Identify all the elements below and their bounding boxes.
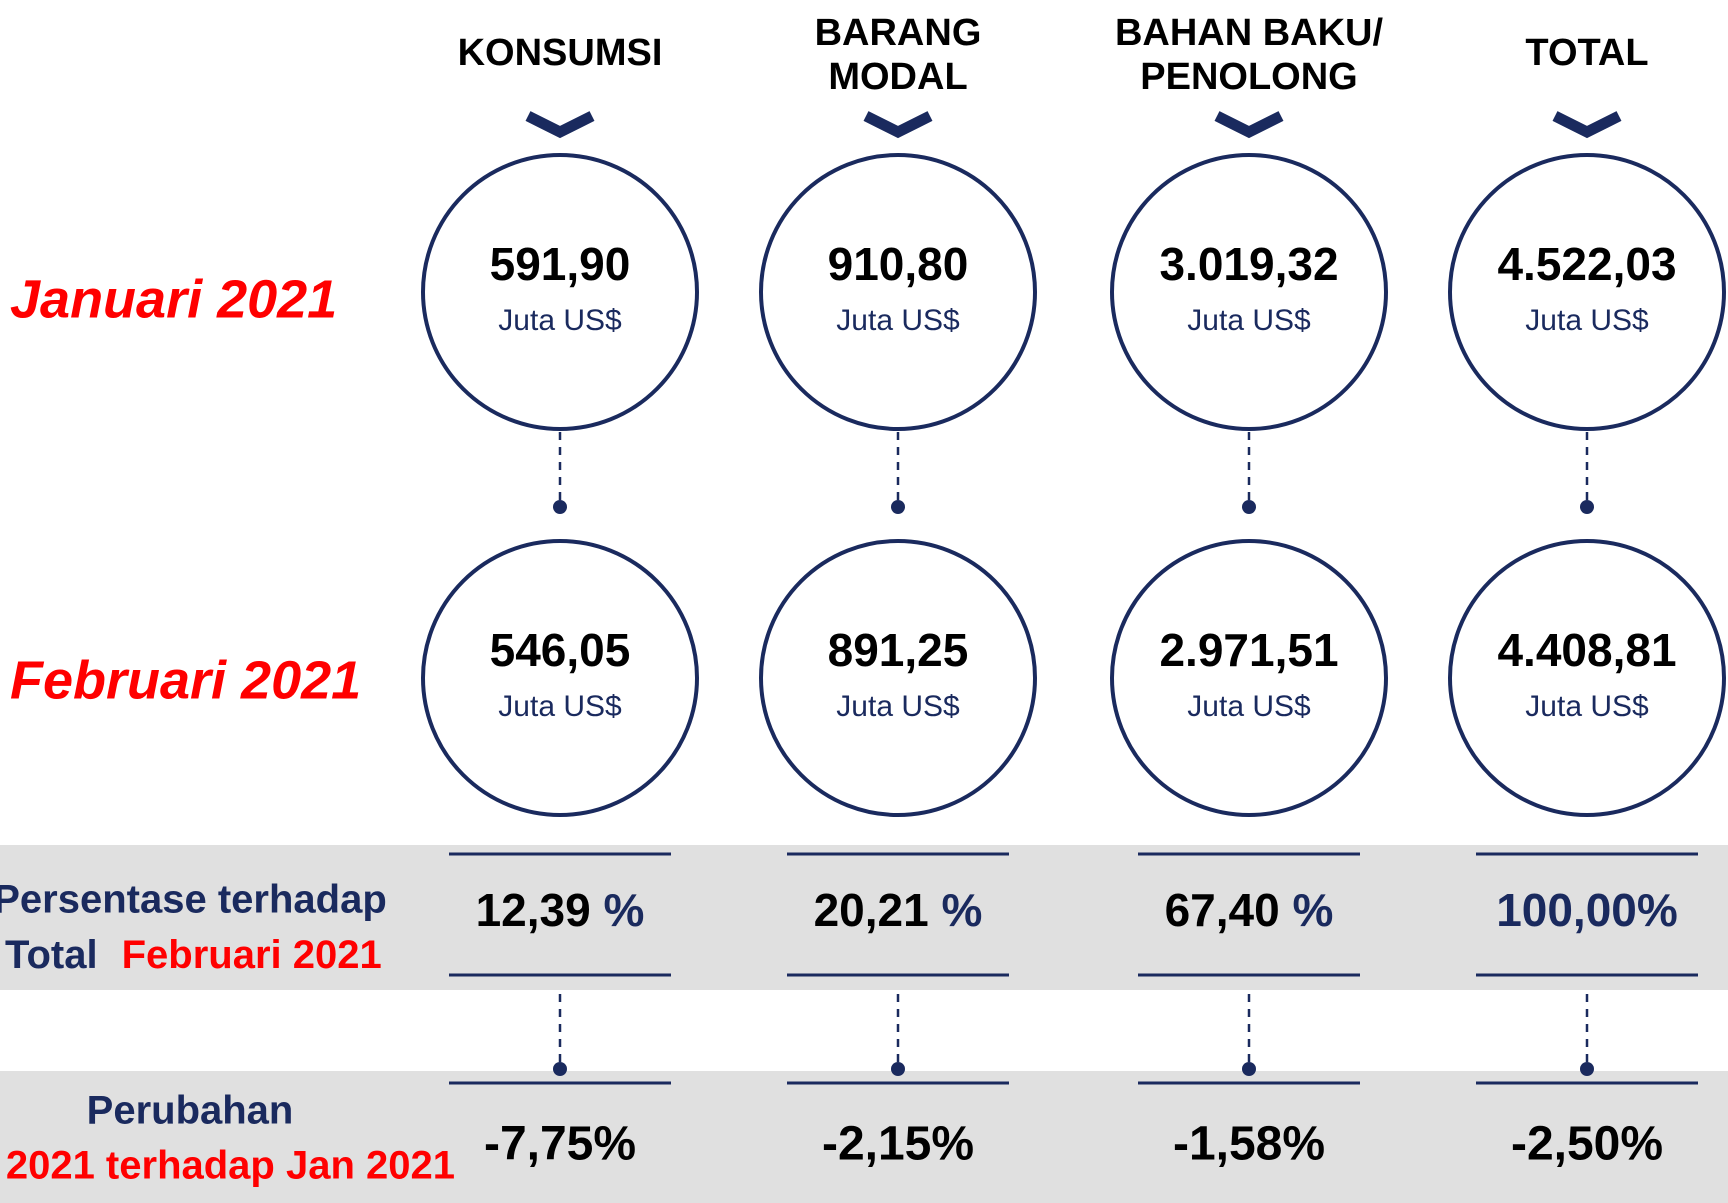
unit: Juta US$ (1525, 690, 1649, 723)
share-band (0, 845, 1728, 990)
column-header: BAHAN BAKU/ (1115, 12, 1384, 54)
value-circle (1448, 539, 1726, 817)
share-sign: % (929, 884, 983, 936)
column-header: BARANG (815, 12, 982, 54)
column-header: MODAL (828, 56, 967, 98)
unit: Juta US$ (836, 690, 960, 723)
value: 4.522,03 (1497, 238, 1676, 290)
connector-dot (1580, 500, 1594, 514)
share-value: 67,40 (1165, 884, 1280, 936)
row-label-part: Februari 2021 (122, 933, 382, 977)
row-label-part: Total (5, 933, 98, 977)
row-label: Persentase terhadap (0, 878, 387, 922)
value-circle (1110, 539, 1388, 817)
share-sign: % (1637, 884, 1678, 936)
share-value: 12,39 (476, 884, 591, 936)
share-sign: % (1280, 884, 1334, 936)
column-header: KONSUMSI (458, 32, 663, 74)
change: -1,58% (1173, 1118, 1325, 1171)
share: 20,21 % (814, 884, 983, 936)
change-band (0, 1071, 1728, 1203)
connector-dot (553, 1062, 567, 1076)
share-value: 20,21 (814, 884, 929, 936)
column-header: PENOLONG (1140, 56, 1357, 98)
unit: Juta US$ (1525, 304, 1649, 337)
column-header: TOTAL (1525, 32, 1648, 74)
unit: Juta US$ (498, 690, 622, 723)
connector-dot (1580, 1062, 1594, 1076)
change: -2,15% (822, 1118, 974, 1171)
share-sign: % (591, 884, 645, 936)
share: 100,00% (1496, 884, 1678, 936)
connector-dot (1242, 500, 1256, 514)
chevron (1214, 111, 1284, 139)
share: 67,40 % (1165, 884, 1334, 936)
value-circle (421, 153, 699, 431)
value-circle (1110, 153, 1388, 431)
change: -2,50% (1511, 1118, 1663, 1171)
row-label: Total Februari 2021 (5, 933, 382, 977)
share-value: 100,00 (1496, 884, 1637, 936)
value-circle (759, 539, 1037, 817)
unit: Juta US$ (1187, 304, 1311, 337)
connector-dot (1242, 1062, 1256, 1076)
change: -7,75% (484, 1118, 636, 1171)
row-label: Januari 2021 (10, 269, 337, 329)
value-circle (759, 153, 1037, 431)
value: 891,25 (828, 624, 969, 676)
unit: Juta US$ (1187, 690, 1311, 723)
value: 591,90 (490, 238, 631, 290)
chevron (863, 111, 933, 139)
value: 546,05 (490, 624, 631, 676)
value: 2.971,51 (1159, 624, 1338, 676)
unit: Juta US$ (498, 304, 622, 337)
connector-dot (891, 1062, 905, 1076)
chevron (1552, 111, 1622, 139)
row-label: Februari 2021 (10, 650, 361, 710)
chevron (525, 111, 595, 139)
unit: Juta US$ (836, 304, 960, 337)
row-label: Perubahan (87, 1089, 294, 1133)
share: 12,39 % (476, 884, 645, 936)
connector-dot (891, 500, 905, 514)
row-label: Feb 2021 terhadap Jan 2021 (0, 1144, 455, 1188)
value-circle (1448, 153, 1726, 431)
value: 3.019,32 (1159, 238, 1338, 290)
value: 910,80 (828, 238, 969, 290)
value: 4.408,81 (1497, 624, 1676, 676)
connector-dot (553, 500, 567, 514)
value-circle (421, 539, 699, 817)
